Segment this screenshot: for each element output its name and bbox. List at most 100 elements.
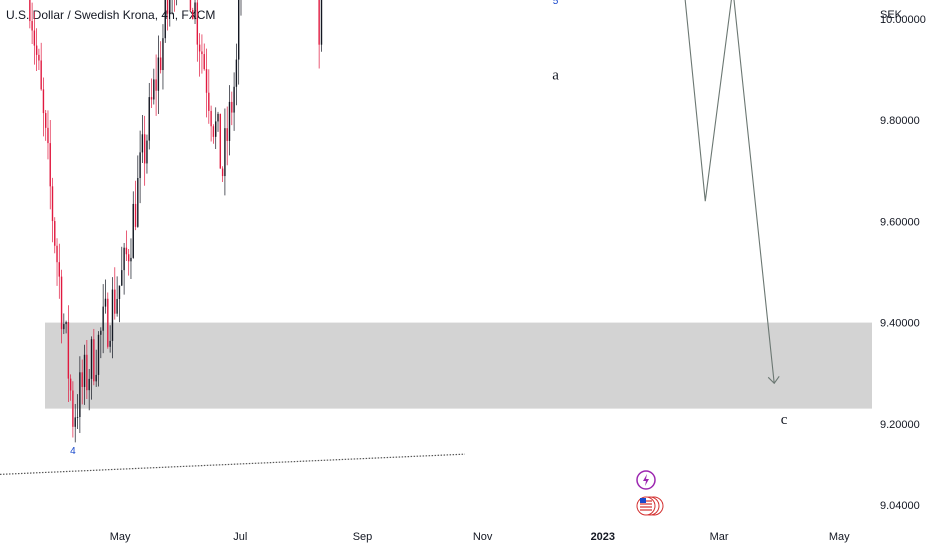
candle-body bbox=[189, 0, 192, 11]
projection-arrowhead bbox=[767, 376, 780, 385]
x-tick-label: May bbox=[829, 531, 850, 543]
y-tick-label: 9.80000 bbox=[880, 115, 920, 127]
candle-body bbox=[201, 51, 203, 55]
candle-body bbox=[109, 340, 111, 347]
candle-body bbox=[219, 113, 222, 169]
x-tick-label: Nov bbox=[473, 531, 493, 543]
candle-body bbox=[143, 134, 146, 164]
candle-body bbox=[233, 86, 235, 113]
candle-body bbox=[194, 2, 196, 20]
wave-label: a bbox=[552, 68, 559, 84]
candle-body bbox=[134, 203, 137, 227]
candle-body bbox=[72, 390, 74, 427]
y-tick-label: 9.40000 bbox=[880, 318, 920, 330]
candle-body bbox=[146, 140, 148, 164]
candle-body bbox=[320, 0, 323, 45]
candle-body bbox=[148, 97, 150, 141]
candle-body bbox=[67, 322, 70, 379]
candle-body bbox=[150, 97, 153, 100]
candle-body bbox=[162, 38, 164, 71]
candle-body bbox=[208, 92, 210, 111]
candle-body bbox=[45, 113, 47, 128]
candle-body bbox=[76, 416, 79, 418]
candle-body bbox=[127, 254, 130, 262]
candle-body bbox=[217, 113, 219, 122]
candle-body bbox=[93, 339, 95, 382]
chart-title: U.S. Dollar / Swedish Krona, 4h, FXCM bbox=[6, 8, 216, 22]
axis-currency: SEK bbox=[880, 9, 903, 21]
candle-body bbox=[215, 121, 217, 137]
candle-body bbox=[169, 0, 171, 14]
candle-body bbox=[38, 54, 40, 61]
projection-path[interactable] bbox=[666, 0, 775, 384]
candle-body bbox=[29, 0, 31, 22]
candle-body bbox=[86, 354, 88, 391]
wave-label: c bbox=[781, 412, 788, 428]
candle-body bbox=[31, 21, 33, 31]
flag-canton bbox=[640, 498, 646, 503]
candle-body bbox=[198, 44, 201, 52]
candle-body bbox=[95, 374, 97, 382]
candle-body bbox=[192, 10, 194, 20]
candle-body bbox=[164, 0, 166, 39]
candle-body bbox=[114, 289, 116, 314]
candle-body bbox=[212, 126, 215, 137]
trendline[interactable] bbox=[0, 453, 465, 475]
candle-body bbox=[49, 143, 51, 187]
demand-zone bbox=[45, 322, 872, 409]
candle-body bbox=[155, 79, 157, 91]
candle-body bbox=[139, 152, 141, 179]
candle-body bbox=[65, 322, 67, 325]
candle-body bbox=[132, 203, 134, 258]
candle-body bbox=[42, 89, 45, 114]
candle-body bbox=[111, 289, 114, 341]
candle-body bbox=[224, 128, 226, 177]
candle-body bbox=[33, 30, 36, 46]
wave-label: 4 bbox=[70, 446, 76, 457]
candle-body bbox=[54, 221, 56, 246]
candle-body bbox=[210, 110, 212, 127]
candle-body bbox=[40, 60, 42, 90]
candle-body bbox=[237, 0, 240, 60]
candle-body bbox=[56, 245, 58, 263]
candle-body bbox=[88, 378, 90, 391]
candle-body bbox=[205, 69, 208, 93]
candle-body bbox=[196, 2, 199, 45]
candle-body bbox=[83, 354, 86, 387]
candle-body bbox=[130, 257, 132, 262]
candle-body bbox=[90, 339, 93, 379]
candle-body bbox=[97, 334, 100, 375]
candle-body bbox=[35, 45, 38, 55]
candle-body bbox=[69, 378, 72, 391]
candle-body bbox=[107, 298, 109, 347]
candle-body bbox=[203, 54, 205, 70]
y-tick-label: 10.00000 bbox=[880, 14, 926, 26]
candle-body bbox=[226, 128, 228, 141]
candle-body bbox=[81, 372, 83, 387]
candle-body bbox=[100, 330, 102, 335]
candle-body bbox=[47, 127, 49, 144]
candle-body bbox=[221, 168, 224, 177]
candle-body bbox=[153, 79, 155, 100]
candle-body bbox=[318, 0, 320, 45]
wave-label: 5 bbox=[553, 0, 559, 7]
candle-body bbox=[121, 270, 123, 286]
candle-body bbox=[141, 134, 144, 153]
candle-body bbox=[118, 285, 121, 299]
x-tick-label: Mar bbox=[710, 531, 729, 543]
y-tick-label: 9.20000 bbox=[880, 419, 920, 431]
candle-body bbox=[157, 57, 160, 91]
y-tick-label: 9.04000 bbox=[880, 500, 920, 512]
candle-body bbox=[116, 298, 118, 314]
candle-body bbox=[51, 186, 54, 222]
candle-body bbox=[104, 298, 107, 307]
candle-body bbox=[166, 0, 169, 14]
candle-body bbox=[102, 306, 104, 331]
candle-body bbox=[231, 101, 233, 113]
candle-body bbox=[228, 101, 231, 141]
candle-body bbox=[60, 276, 63, 330]
candle-body bbox=[79, 372, 81, 417]
candle-body bbox=[74, 417, 76, 427]
x-tick-label: 2023 bbox=[591, 531, 615, 543]
